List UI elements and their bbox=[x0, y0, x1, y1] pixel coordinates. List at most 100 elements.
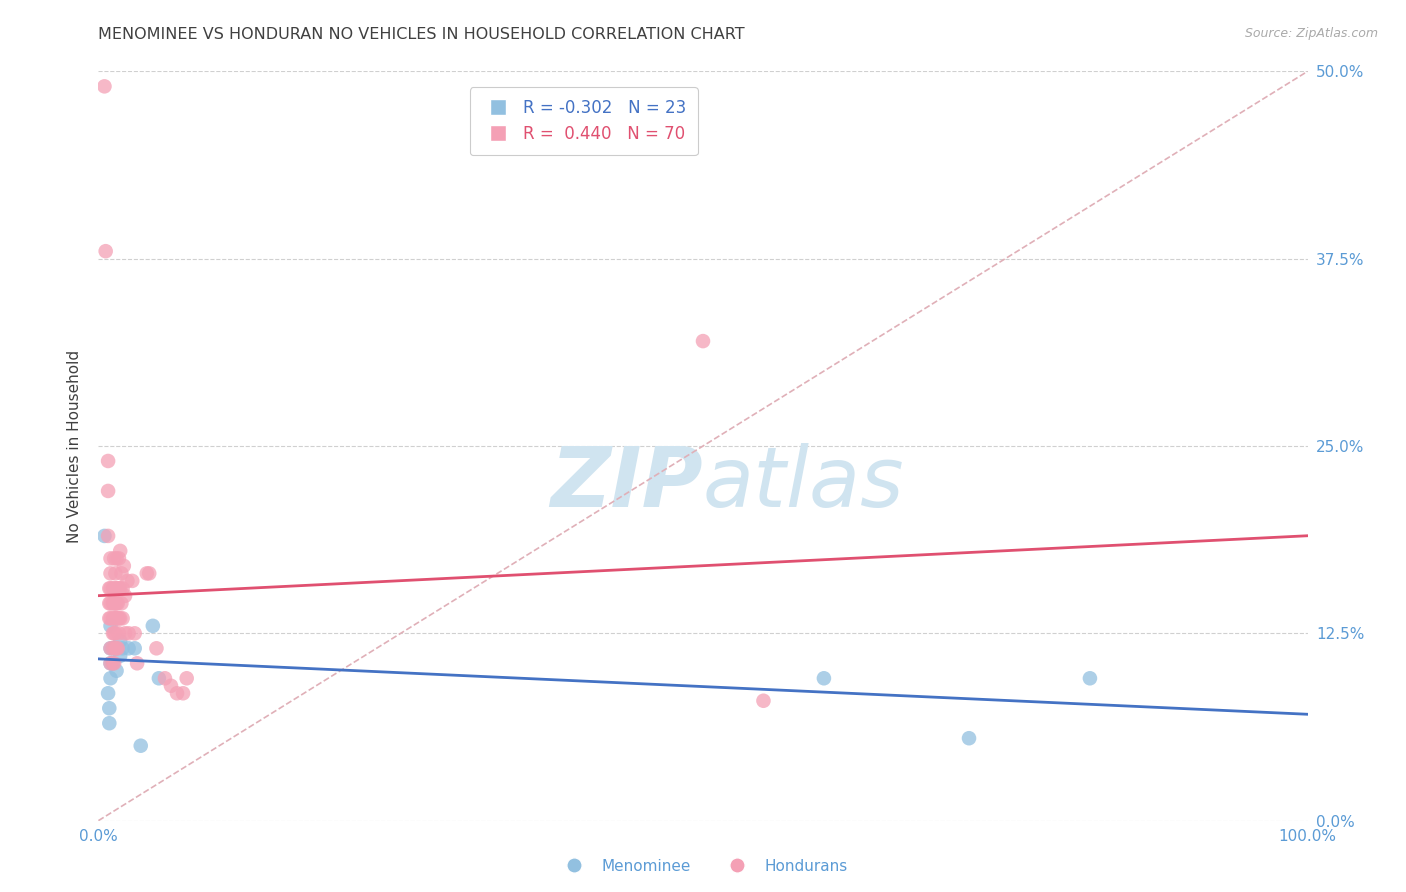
Point bbox=[108, 582, 131, 596]
Point bbox=[153, 671, 176, 685]
Point bbox=[121, 574, 143, 588]
Legend: Menominee, Hondurans: Menominee, Hondurans bbox=[553, 853, 853, 880]
Point bbox=[100, 551, 122, 566]
Point bbox=[100, 641, 122, 656]
Point bbox=[93, 529, 115, 543]
Text: Source: ZipAtlas.com: Source: ZipAtlas.com bbox=[1244, 27, 1378, 40]
Point bbox=[105, 664, 128, 678]
Point bbox=[101, 657, 124, 671]
Point bbox=[101, 626, 124, 640]
Point bbox=[127, 657, 149, 671]
Point bbox=[160, 679, 183, 693]
Point bbox=[98, 611, 121, 625]
Point bbox=[98, 582, 121, 596]
Point bbox=[101, 611, 124, 625]
Text: MENOMINEE VS HONDURAN NO VEHICLES IN HOUSEHOLD CORRELATION CHART: MENOMINEE VS HONDURAN NO VEHICLES IN HOU… bbox=[98, 27, 745, 42]
Point bbox=[105, 611, 128, 625]
Point bbox=[103, 596, 125, 610]
Point bbox=[94, 244, 117, 259]
Point bbox=[105, 641, 128, 656]
Point bbox=[101, 582, 124, 596]
Point bbox=[101, 596, 124, 610]
Point bbox=[101, 641, 124, 656]
Point bbox=[129, 739, 152, 753]
Point bbox=[145, 641, 167, 656]
Point bbox=[104, 596, 127, 610]
Point bbox=[108, 648, 131, 663]
Point bbox=[107, 611, 129, 625]
Point bbox=[103, 626, 125, 640]
Point bbox=[138, 566, 160, 581]
Point bbox=[105, 641, 128, 656]
Point bbox=[97, 686, 120, 700]
Point bbox=[100, 657, 122, 671]
Point bbox=[101, 641, 124, 656]
Point bbox=[100, 619, 122, 633]
Point bbox=[110, 566, 132, 581]
Point bbox=[103, 582, 125, 596]
Point bbox=[104, 641, 127, 656]
Point bbox=[100, 582, 122, 596]
Point bbox=[101, 657, 124, 671]
Point bbox=[118, 626, 141, 640]
Point bbox=[107, 582, 129, 596]
Point bbox=[108, 582, 131, 596]
Point bbox=[114, 626, 136, 640]
Point bbox=[118, 641, 141, 656]
Point bbox=[98, 701, 121, 715]
Point bbox=[124, 626, 146, 640]
Point bbox=[176, 671, 198, 685]
Legend: R = -0.302   N = 23, R =  0.440   N = 70: R = -0.302 N = 23, R = 0.440 N = 70 bbox=[470, 87, 697, 155]
Point bbox=[166, 686, 188, 700]
Point bbox=[124, 641, 146, 656]
Point bbox=[111, 641, 134, 656]
Point bbox=[111, 582, 134, 596]
Point bbox=[692, 334, 714, 348]
Point bbox=[103, 657, 125, 671]
Point bbox=[135, 566, 157, 581]
Point bbox=[97, 454, 120, 468]
Point bbox=[105, 596, 128, 610]
Point bbox=[108, 544, 131, 558]
Point bbox=[148, 671, 170, 685]
Point bbox=[813, 671, 835, 685]
Text: atlas: atlas bbox=[703, 443, 904, 524]
Point bbox=[957, 731, 980, 746]
Point bbox=[104, 611, 127, 625]
Point bbox=[104, 566, 127, 581]
Point bbox=[98, 596, 121, 610]
Point bbox=[97, 529, 120, 543]
Point bbox=[117, 574, 139, 588]
Point bbox=[111, 611, 134, 625]
Point bbox=[103, 551, 125, 566]
Point bbox=[752, 694, 775, 708]
Point bbox=[112, 558, 135, 573]
Point bbox=[108, 633, 131, 648]
Point bbox=[100, 671, 122, 685]
Point bbox=[107, 596, 129, 610]
Point bbox=[100, 596, 122, 610]
Point bbox=[104, 626, 127, 640]
Point bbox=[100, 657, 122, 671]
Point bbox=[105, 582, 128, 596]
Point bbox=[108, 611, 131, 625]
Point bbox=[103, 611, 125, 625]
Y-axis label: No Vehicles in Household: No Vehicles in Household bbox=[67, 350, 83, 542]
Point bbox=[98, 716, 121, 731]
Point bbox=[100, 641, 122, 656]
Point bbox=[1078, 671, 1101, 685]
Point bbox=[142, 619, 165, 633]
Point bbox=[114, 589, 136, 603]
Point bbox=[108, 551, 131, 566]
Point bbox=[97, 483, 120, 498]
Point bbox=[108, 626, 131, 640]
Point bbox=[105, 551, 128, 566]
Point bbox=[172, 686, 194, 700]
Point bbox=[100, 566, 122, 581]
Point bbox=[100, 611, 122, 625]
Point bbox=[107, 641, 129, 656]
Text: ZIP: ZIP bbox=[550, 443, 703, 524]
Point bbox=[110, 596, 132, 610]
Point bbox=[93, 79, 115, 94]
Point bbox=[108, 611, 131, 625]
